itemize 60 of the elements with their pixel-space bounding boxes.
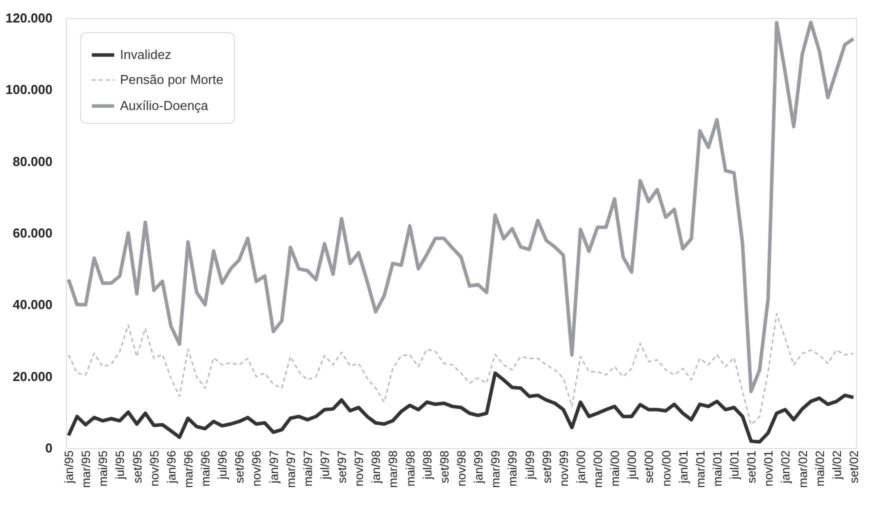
x-tick-label: mar/95 (79, 450, 94, 488)
x-tick-label: nov/97 (352, 450, 366, 487)
x-tick-label: set/98 (437, 450, 452, 484)
x-tick-label: jan/96 (164, 450, 178, 484)
line-series (66, 371, 856, 444)
line-series (68, 312, 854, 426)
x-tick-label: set/99 (540, 450, 554, 484)
x-tick-label: jul/97 (318, 450, 332, 480)
x-tick-label: mai/95 (96, 450, 110, 487)
x-tick-label: mar/97 (284, 450, 298, 488)
x-tick-label: mai/96 (198, 450, 213, 487)
x-tick-label: jan/02 (778, 450, 793, 484)
x-tick-label: nov/98 (454, 450, 468, 487)
y-tick-label: 60.000 (12, 226, 52, 240)
x-tick-label: jan/95 (62, 450, 76, 484)
legend-label: Invalidez (120, 47, 172, 62)
x-tick-label: nov/01 (762, 450, 776, 487)
x-tick-label: jan/98 (369, 450, 384, 484)
x-tick-label: nov/95 (147, 450, 162, 487)
x-tick-label: mar/99 (488, 450, 503, 488)
x-tick-label: set/02 (846, 450, 861, 484)
x-tick-label: jan/01 (676, 450, 690, 484)
x-tick-label: jul/95 (113, 450, 128, 480)
x-tick-label: mar/96 (182, 450, 196, 488)
x-tick-label: jul/01 (728, 450, 742, 480)
x-tick-label: nov/96 (250, 450, 264, 487)
x-tick-label: mai/01 (710, 450, 724, 487)
y-tick-label: 100.000 (6, 82, 52, 98)
y-tick-label: 120.000 (6, 10, 52, 26)
x-tick-label: mar/01 (693, 450, 708, 488)
y-tick-label: 80.000 (12, 154, 52, 169)
x-tick-label: mai/00 (608, 450, 622, 487)
x-tick-label: mar/98 (386, 450, 400, 488)
y-tick-label: 20.000 (12, 368, 52, 384)
x-tick-label: jul/00 (625, 450, 640, 480)
x-tick-label: mai/98 (403, 450, 418, 487)
x-tick-label: jan/99 (472, 450, 486, 484)
x-tick-label: nov/00 (659, 450, 674, 487)
x-tick-label: nov/99 (556, 450, 571, 487)
x-tick-label: set/00 (642, 450, 656, 484)
y-tick-label: 0 (45, 440, 52, 456)
x-tick-label: jul/02 (830, 450, 844, 480)
x-tick-label: set/96 (232, 450, 247, 484)
x-tick-label: jul/98 (420, 450, 434, 480)
x-tick-label: jul/96 (216, 450, 230, 480)
x-tick-label: set/95 (130, 450, 144, 484)
x-tick-label: jul/99 (522, 450, 537, 480)
line-series (66, 20, 856, 394)
y-tick-label: 40.000 (12, 297, 52, 312)
x-tick-label: mai/97 (300, 450, 315, 487)
legend-label: Auxílio-Doença (120, 98, 209, 113)
x-tick-label: mar/02 (796, 450, 810, 488)
x-tick-label: set/97 (335, 450, 350, 484)
legend-label: Pensão por Morte (120, 72, 224, 87)
x-tick-label: set/01 (744, 450, 759, 484)
x-tick-label: mai/02 (812, 450, 827, 487)
x-tick-label: jan/00 (574, 450, 588, 484)
x-tick-label: jan/97 (266, 450, 281, 484)
x-tick-label: mar/00 (591, 450, 605, 488)
x-tick-label: mai/99 (506, 450, 520, 487)
